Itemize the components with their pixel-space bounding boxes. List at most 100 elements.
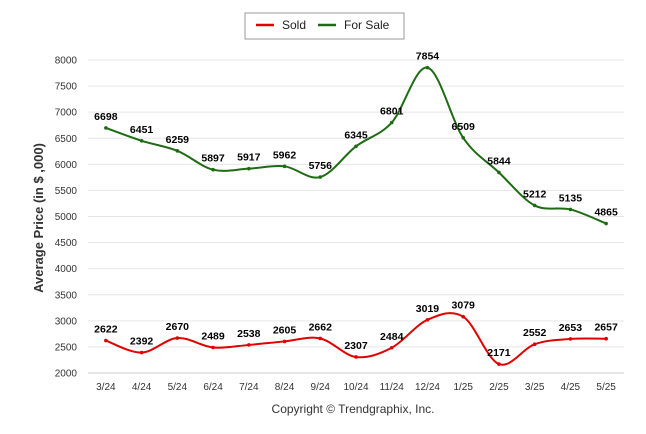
y-tick-label: 2000 (55, 369, 78, 380)
data-point-for-sale (104, 126, 108, 130)
data-label-for-sale: 5897 (201, 153, 225, 165)
data-point-for-sale (532, 203, 537, 208)
data-label-sold: 2657 (594, 322, 618, 334)
data-label-for-sale: 5844 (487, 155, 511, 167)
data-point-for-sale (497, 170, 501, 175)
data-point-for-sale (461, 135, 466, 140)
y-ticks: 2000 2500 3000 3500 4000 4500 5000 5500 6000 6500… (55, 56, 78, 380)
x-tick-label: 9/24 (311, 382, 331, 393)
data-point-for-sale (247, 166, 251, 171)
data-label-sold: 2171 (487, 347, 511, 359)
data-point-for-sale (604, 221, 608, 226)
data-labels: 2622 2392 2670 2489 2538 2605 2662 2307 2484 3019… (94, 51, 618, 359)
data-point-sold (532, 342, 537, 347)
data-label-for-sale: 5962 (273, 149, 297, 161)
data-label-sold: 2538 (237, 328, 261, 340)
data-point-for-sale (139, 139, 144, 143)
x-tick-label: 4/25 (561, 382, 581, 393)
y-tick-label: 2500 (55, 342, 78, 353)
data-point-sold (282, 339, 287, 344)
x-tick-label: 5/25 (596, 382, 616, 393)
y-tick-label: 7500 (55, 82, 78, 93)
data-point-sold (211, 345, 215, 350)
y-tick-label: 3000 (55, 316, 78, 327)
series-group (104, 65, 608, 366)
data-label-sold: 2662 (309, 321, 333, 333)
x-tick-label: 12/24 (415, 382, 440, 393)
data-point-for-sale (389, 120, 394, 125)
x-tick-label: 3/24 (96, 382, 116, 393)
data-point-for-sale (318, 175, 323, 179)
y-tick-label: 4500 (55, 238, 78, 249)
legend-label-for-sale: For Sale (344, 18, 390, 32)
data-point-for-sale (282, 164, 287, 169)
data-point-for-sale (425, 65, 430, 70)
x-tick-label: 1/25 (453, 382, 473, 393)
legend-label-sold: Sold (282, 18, 306, 32)
x-tick-label: 4/24 (132, 382, 152, 393)
data-point-for-sale (175, 149, 180, 153)
y-tick-label: 3500 (55, 290, 78, 301)
data-point-for-sale (211, 167, 215, 172)
data-label-sold: 2622 (94, 324, 118, 336)
data-point-sold (568, 337, 573, 341)
data-label-for-sale: 6451 (130, 124, 154, 136)
y-tick-label: 5000 (55, 212, 78, 223)
data-label-for-sale: 4865 (594, 207, 618, 219)
y-tick-label: 4000 (55, 264, 78, 275)
data-label-sold: 2484 (380, 331, 404, 343)
data-label-for-sale: 5756 (309, 160, 333, 172)
data-label-for-sale: 5917 (237, 152, 261, 164)
x-tick-label: 6/24 (203, 382, 223, 393)
data-label-for-sale: 6259 (166, 134, 190, 146)
data-point-for-sale (568, 207, 573, 212)
data-point-sold (389, 345, 394, 350)
data-label-for-sale: 5212 (523, 188, 547, 200)
series-line-for-sale (105, 66, 607, 225)
data-point-sold (247, 343, 251, 347)
legend: Sold For Sale (244, 12, 405, 40)
x-tick-label: 7/24 (239, 382, 259, 393)
y-tick-label: 7000 (55, 108, 78, 119)
data-label-sold: 2489 (201, 330, 225, 342)
data-label-sold: 3079 (452, 300, 476, 312)
data-label-sold: 2307 (344, 340, 368, 352)
y-tick-label: 6000 (55, 160, 78, 171)
data-label-sold: 2552 (523, 327, 547, 339)
y-tick-label: 8000 (55, 56, 78, 67)
data-label-for-sale: 6801 (380, 106, 404, 118)
data-label-for-sale: 6345 (344, 129, 368, 141)
data-point-sold (318, 336, 323, 341)
y-axis-label: Average Price (in $ ,000) (31, 143, 46, 293)
data-point-sold (104, 338, 108, 343)
x-tick-label: 3/25 (525, 382, 545, 393)
data-point-sold (354, 355, 358, 359)
data-point-sold (139, 350, 144, 355)
x-tick-label: 5/24 (168, 382, 188, 393)
data-label-for-sale: 7854 (416, 51, 440, 63)
data-point-sold (461, 314, 466, 319)
data-point-sold (497, 362, 501, 366)
data-label-sold: 2670 (166, 321, 190, 333)
y-tick-label: 6500 (55, 134, 78, 145)
y-tick-label: 5500 (55, 186, 78, 197)
data-label-for-sale: 6509 (452, 121, 476, 133)
x-tick-label: 10/24 (343, 382, 368, 393)
data-point-sold (175, 336, 180, 340)
data-label-sold: 2605 (273, 324, 297, 336)
data-label-for-sale: 5135 (559, 192, 583, 204)
data-point-for-sale (354, 144, 358, 149)
data-label-for-sale: 6698 (94, 111, 118, 123)
data-point-sold (425, 318, 430, 322)
data-label-sold: 2392 (130, 336, 154, 348)
x-tick-label: 8/24 (275, 382, 295, 393)
copyright-credit: Copyright © Trendgraphix, Inc. (272, 402, 435, 416)
grid (88, 59, 624, 348)
x-tick-label: 2/25 (489, 382, 509, 393)
x-ticks: 3/24 4/24 5/24 6/24 7/24 8/24 9/24 10/24 11/24 12… (96, 382, 616, 393)
x-tick-label: 11/24 (380, 382, 405, 393)
data-point-sold (604, 336, 608, 341)
data-label-sold: 3019 (416, 303, 440, 315)
data-label-sold: 2653 (559, 322, 583, 334)
